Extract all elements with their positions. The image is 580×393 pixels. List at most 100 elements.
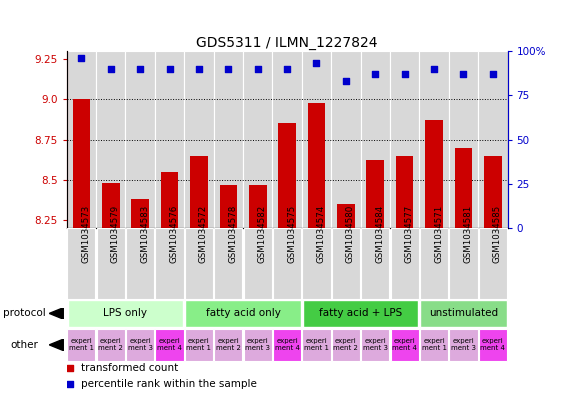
Point [233,185,242,191]
FancyBboxPatch shape [244,228,272,299]
Text: experi
ment 3: experi ment 3 [362,338,388,351]
FancyBboxPatch shape [67,329,96,361]
Text: unstimulated: unstimulated [429,309,498,318]
Bar [155,51,184,228]
Point [488,71,498,77]
Text: GSM1034583: GSM1034583 [140,204,149,263]
FancyBboxPatch shape [273,228,301,299]
Text: experi
ment 3: experi ment 3 [451,338,476,351]
Text: experi
ment 4: experi ment 4 [392,338,417,351]
Point [253,66,262,72]
FancyBboxPatch shape [420,329,448,361]
FancyBboxPatch shape [478,228,507,299]
Bar [449,51,478,228]
Bar [367,160,384,228]
FancyBboxPatch shape [420,228,448,299]
Text: experi
ment 4: experi ment 4 [157,338,182,351]
Text: GSM1034578: GSM1034578 [229,204,237,263]
Text: GSM1034575: GSM1034575 [287,204,296,263]
FancyBboxPatch shape [185,329,213,361]
Bar [273,51,302,228]
Bar [96,51,125,228]
Text: experi
ment 3: experi ment 3 [245,338,270,351]
FancyBboxPatch shape [97,329,125,361]
FancyBboxPatch shape [67,228,96,299]
Bar [131,199,149,228]
Bar [72,99,90,228]
Point [400,71,409,77]
FancyBboxPatch shape [214,228,242,299]
Text: experi
ment 1: experi ment 1 [69,338,94,351]
Text: GSM1034584: GSM1034584 [375,204,385,263]
Text: GSM1034585: GSM1034585 [493,204,502,263]
Bar [278,123,296,228]
Point [136,66,145,72]
Text: experi
ment 4: experi ment 4 [480,338,505,351]
Text: GSM1034577: GSM1034577 [405,204,414,263]
Bar [184,51,213,228]
FancyBboxPatch shape [185,228,213,299]
Text: experi
ment 2: experi ment 2 [334,338,358,351]
Bar [219,185,237,228]
Text: transformed count: transformed count [81,364,179,373]
Polygon shape [49,307,64,319]
FancyBboxPatch shape [97,228,125,299]
Text: experi
ment 2: experi ment 2 [99,338,123,351]
Bar [478,51,508,228]
Text: protocol: protocol [3,309,46,318]
Text: experi
ment 2: experi ment 2 [216,338,241,351]
FancyBboxPatch shape [68,300,183,327]
FancyBboxPatch shape [332,329,360,361]
FancyBboxPatch shape [126,329,154,361]
FancyBboxPatch shape [155,329,184,361]
FancyBboxPatch shape [273,329,301,361]
FancyBboxPatch shape [302,228,331,299]
Bar [484,156,502,228]
Bar [102,183,119,228]
Point [459,71,468,77]
Bar [455,147,472,228]
FancyBboxPatch shape [478,329,507,361]
Text: LPS only: LPS only [103,309,147,318]
FancyBboxPatch shape [390,228,419,299]
Point [429,66,438,72]
Point [233,322,242,329]
Point [371,71,380,77]
Bar [67,51,96,228]
Polygon shape [49,339,64,351]
Bar [331,51,361,228]
Text: GSM1034576: GSM1034576 [169,204,179,263]
Bar [190,156,208,228]
Text: experi
ment 1: experi ment 1 [422,338,447,351]
Point [106,66,115,72]
FancyBboxPatch shape [420,300,506,327]
Bar [302,51,331,228]
Text: GSM1034573: GSM1034573 [81,204,90,263]
Text: GSM1034572: GSM1034572 [199,204,208,263]
Bar [419,51,449,228]
Point [312,60,321,66]
Text: experi
ment 1: experi ment 1 [186,338,212,351]
Point [165,66,174,72]
Bar [337,204,355,228]
FancyBboxPatch shape [155,228,184,299]
Bar [307,103,325,228]
FancyBboxPatch shape [361,228,389,299]
FancyBboxPatch shape [390,329,419,361]
Bar [390,51,419,228]
Bar [213,51,243,228]
Text: GSM1034571: GSM1034571 [434,204,443,263]
Title: GDS5311 / ILMN_1227824: GDS5311 / ILMN_1227824 [197,36,378,50]
Point [224,66,233,72]
Text: GSM1034582: GSM1034582 [258,204,267,263]
FancyBboxPatch shape [450,329,477,361]
Point [77,55,86,61]
Bar [396,156,414,228]
Point [194,66,204,72]
FancyBboxPatch shape [244,329,272,361]
FancyBboxPatch shape [126,228,154,299]
FancyBboxPatch shape [303,300,418,327]
Text: GSM1034580: GSM1034580 [346,204,355,263]
Text: experi
ment 4: experi ment 4 [275,338,299,351]
FancyBboxPatch shape [450,228,477,299]
